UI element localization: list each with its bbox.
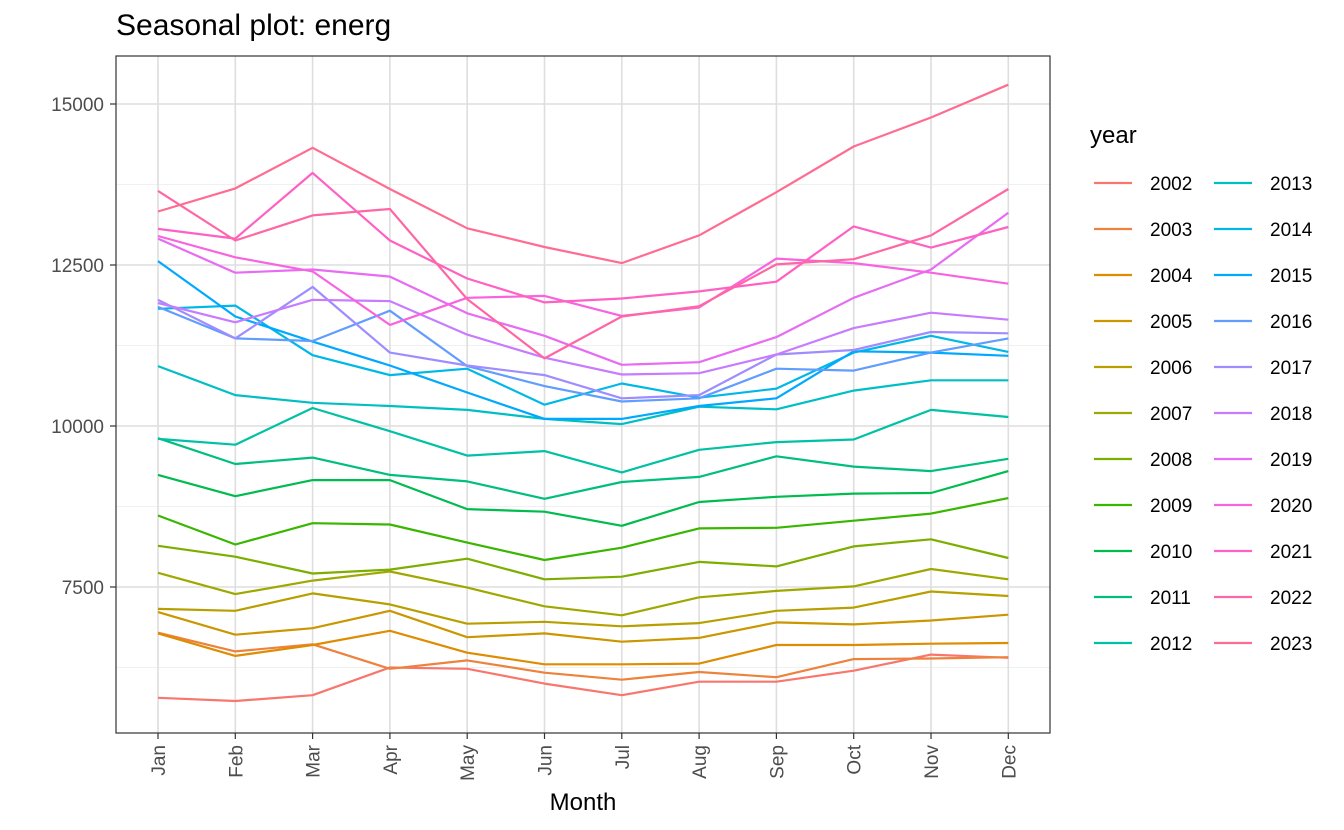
legend-item-2011: 2011 bbox=[1094, 588, 1191, 609]
legend-item-2003: 2003 bbox=[1094, 220, 1192, 241]
legend-label-2002: 2002 bbox=[1150, 174, 1192, 195]
x-tick-label-jun: Jun bbox=[536, 745, 557, 776]
x-tick-label-may: May bbox=[458, 745, 479, 781]
series-line-2008 bbox=[157, 538, 1009, 581]
y-tick-label: 15000 bbox=[51, 95, 104, 116]
legend-item-2019: 2019 bbox=[1214, 450, 1312, 471]
legend-item-2010: 2010 bbox=[1094, 542, 1192, 563]
series-line-2022 bbox=[157, 188, 1009, 360]
legend-label-2010: 2010 bbox=[1150, 542, 1192, 563]
x-tick-label-apr: Apr bbox=[381, 744, 402, 774]
legend-label-2004: 2004 bbox=[1150, 266, 1193, 287]
legend-label-2006: 2006 bbox=[1150, 358, 1192, 379]
series-line-2009 bbox=[157, 497, 1009, 562]
series-line-2006 bbox=[157, 590, 1009, 628]
series-line-2015 bbox=[157, 260, 1009, 420]
legend-item-2016: 2016 bbox=[1214, 312, 1312, 333]
legend-item-2015: 2015 bbox=[1214, 266, 1312, 287]
legend-label-2017: 2017 bbox=[1270, 358, 1312, 379]
series-line-2017 bbox=[157, 285, 1009, 400]
plot-area bbox=[115, 55, 1051, 734]
plot-border bbox=[115, 55, 1051, 734]
legend-item-2009: 2009 bbox=[1094, 496, 1192, 517]
series-line-2010 bbox=[157, 470, 1009, 527]
legend-label-2016: 2016 bbox=[1270, 312, 1312, 333]
legend-title: year bbox=[1090, 122, 1137, 149]
chart-title: Seasonal plot: energ bbox=[116, 9, 391, 42]
legend-label-2023: 2023 bbox=[1270, 634, 1312, 655]
y-tick-label: 10000 bbox=[51, 417, 104, 438]
legend-item-2013: 2013 bbox=[1214, 174, 1312, 195]
series-line-2002 bbox=[157, 653, 1009, 703]
x-tick-label-aug: Aug bbox=[690, 745, 711, 779]
x-axis-title: Month bbox=[550, 789, 617, 816]
legend-item-2006: 2006 bbox=[1094, 358, 1192, 379]
series-line-2003 bbox=[157, 631, 1009, 681]
legend-item-2002: 2002 bbox=[1094, 174, 1192, 195]
legend-item-2023: 2023 bbox=[1214, 634, 1312, 655]
legend-item-2007: 2007 bbox=[1094, 404, 1192, 425]
series-line-2016 bbox=[157, 305, 1009, 403]
series-line-2023 bbox=[157, 83, 1009, 265]
x-tick-label-dec: Dec bbox=[999, 745, 1020, 779]
series-line-2004 bbox=[157, 629, 1009, 666]
legend-label-2012: 2012 bbox=[1150, 634, 1192, 655]
series-lines bbox=[157, 83, 1009, 703]
series-line-2020 bbox=[157, 234, 1009, 326]
y-axis: 7500 10000 12500 15000 bbox=[51, 95, 116, 599]
legend-label-2019: 2019 bbox=[1270, 450, 1312, 471]
legend-item-2018: 2018 bbox=[1214, 404, 1312, 425]
legend-label-2021: 2021 bbox=[1270, 542, 1312, 563]
legend-label-2013: 2013 bbox=[1270, 174, 1312, 195]
y-tick-label: 12500 bbox=[51, 256, 104, 277]
series-line-2018 bbox=[157, 298, 1009, 376]
series-line-2005 bbox=[157, 609, 1009, 643]
legend-label-2011: 2011 bbox=[1150, 588, 1191, 609]
series-line-2012 bbox=[157, 406, 1009, 474]
series-line-2011 bbox=[157, 437, 1009, 500]
legend-item-2012: 2012 bbox=[1094, 634, 1192, 655]
y-tick-label: 7500 bbox=[62, 578, 104, 599]
legend-item-2008: 2008 bbox=[1094, 450, 1192, 471]
legend-label-2022: 2022 bbox=[1270, 588, 1312, 609]
x-tick-label-oct: Oct bbox=[845, 744, 866, 774]
series-line-2021 bbox=[157, 171, 1009, 304]
x-tick-label-jan: Jan bbox=[149, 745, 170, 776]
x-tick-label-nov: Nov bbox=[922, 745, 943, 779]
legend-item-2017: 2017 bbox=[1214, 358, 1312, 379]
legend-item-2005: 2005 bbox=[1094, 312, 1192, 333]
legend-item-2004: 2004 bbox=[1094, 266, 1193, 287]
legend: year 2002 2003 2004 2005 2006 2007 2008 2009 201… bbox=[1090, 122, 1313, 655]
legend-label-2008: 2008 bbox=[1150, 450, 1192, 471]
legend-label-2007: 2007 bbox=[1150, 404, 1192, 425]
legend-label-2015: 2015 bbox=[1270, 266, 1312, 287]
legend-label-2005: 2005 bbox=[1150, 312, 1192, 333]
y-gridlines bbox=[116, 103, 1050, 668]
legend-item-2021: 2021 bbox=[1214, 542, 1312, 563]
legend-label-2014: 2014 bbox=[1270, 220, 1313, 241]
legend-label-2020: 2020 bbox=[1270, 496, 1312, 517]
legend-label-2003: 2003 bbox=[1150, 220, 1192, 241]
legend-label-2018: 2018 bbox=[1270, 404, 1312, 425]
x-tick-label-sep: Sep bbox=[767, 745, 788, 779]
legend-item-2022: 2022 bbox=[1214, 588, 1312, 609]
x-axis: Jan Feb Mar Apr May Jun Jul Aug Sep Oct Nov Dec bbox=[149, 733, 1020, 781]
x-tick-label-jul: Jul bbox=[613, 745, 634, 769]
series-line-2013 bbox=[157, 365, 1009, 426]
legend-item-2020: 2020 bbox=[1214, 496, 1312, 517]
legend-item-2014: 2014 bbox=[1214, 220, 1313, 241]
legend-label-2009: 2009 bbox=[1150, 496, 1192, 517]
x-tick-label-feb: Feb bbox=[226, 745, 247, 778]
x-tick-label-mar: Mar bbox=[304, 744, 325, 777]
series-line-2007 bbox=[157, 567, 1009, 617]
